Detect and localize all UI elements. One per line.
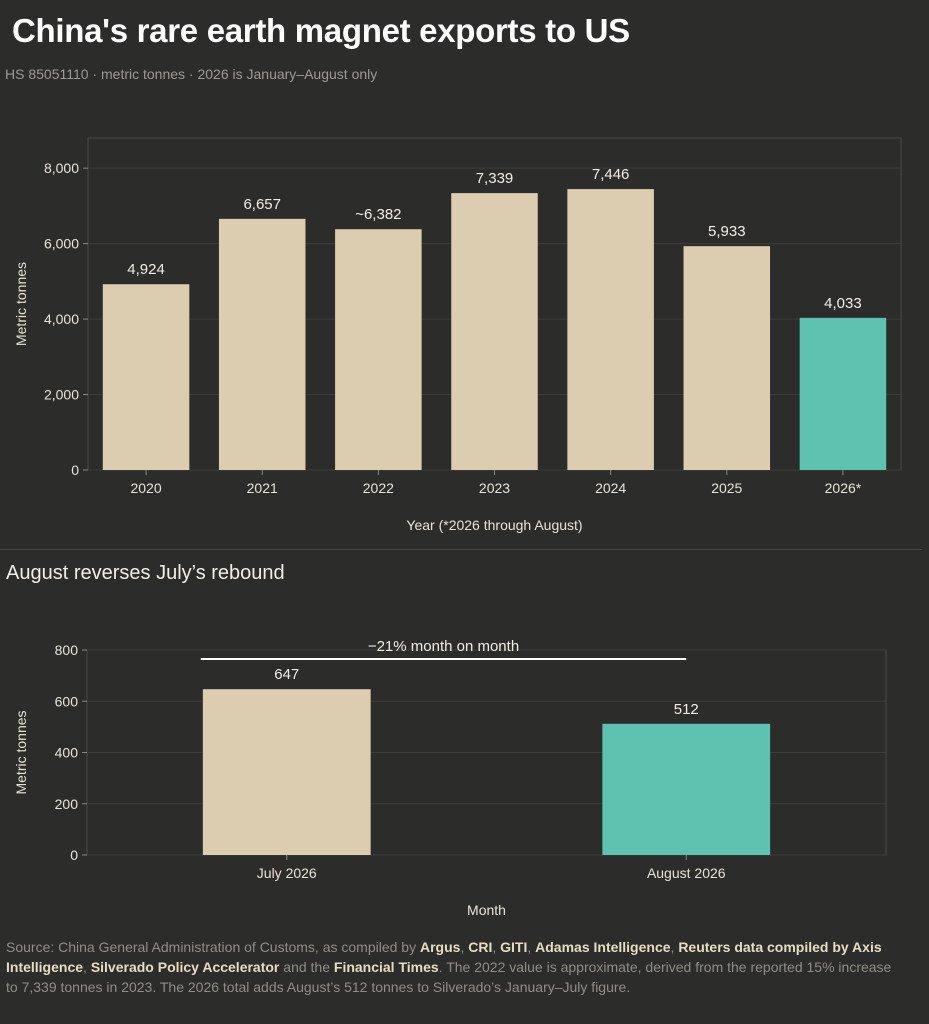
- source-ft: Financial Times: [333, 959, 439, 975]
- source-sep: ,: [527, 939, 536, 955]
- source-prefix: Source: China General Administration of …: [6, 939, 420, 955]
- source-silverado: Silverado Policy Accelerator: [90, 959, 280, 975]
- x-tick-label: 2023: [479, 480, 510, 496]
- x-axis-title: Month: [467, 902, 506, 918]
- monthly-section-title: August reverses July’s rebound: [6, 562, 285, 584]
- x-tick-label: 2026*: [825, 480, 862, 496]
- x-tick-label: 2024: [595, 480, 626, 496]
- bar-2026-: [799, 317, 887, 470]
- data-label: 512: [674, 701, 699, 718]
- data-label: 6,657: [243, 196, 281, 213]
- section-divider: [0, 549, 922, 550]
- x-tick-label: 2021: [247, 480, 278, 496]
- y-tick-label: 8,000: [44, 160, 79, 176]
- data-label: 7,446: [592, 166, 630, 183]
- y-tick-label: 800: [55, 642, 79, 658]
- data-label: 647: [274, 666, 299, 683]
- source-adamas: Adamas Intelligence: [535, 939, 671, 955]
- source-sep: ,: [670, 939, 679, 955]
- y-tick-label: 2,000: [44, 387, 79, 403]
- y-axis-title: Metric tonnes: [13, 710, 29, 794]
- data-label: 7,339: [476, 170, 514, 187]
- bar-2025: [683, 246, 771, 470]
- y-axis-title: Metric tonnes: [13, 262, 29, 346]
- y-tick-label: 0: [70, 847, 78, 863]
- bar-august-2026: [602, 723, 771, 855]
- page-title: China's rare earth magnet exports to US: [12, 12, 630, 49]
- source-sep: ,: [83, 959, 91, 975]
- bar-2021: [218, 218, 306, 470]
- annual-exports-chart: 0 2,000 4,000 6,000 8,000 4,924 2020 6,657 2021 ~…: [13, 137, 902, 533]
- y-tick-label: 4,000: [44, 311, 79, 327]
- x-tick-label: July 2026: [257, 865, 317, 881]
- source-argus: Argus: [419, 939, 461, 955]
- y-tick-label: 0: [71, 462, 79, 478]
- page-subtitle: HS 85051110 · metric tonnes · 2026 is Ja…: [5, 66, 378, 82]
- data-label: 4,924: [127, 261, 165, 278]
- data-label: 4,033: [824, 295, 862, 312]
- source-giti: GITI: [500, 939, 528, 955]
- x-tick-label: August 2026: [647, 865, 726, 881]
- data-label: ~6,382: [355, 206, 401, 223]
- y-tick-label: 200: [55, 796, 79, 812]
- y-tick-label: 600: [55, 693, 79, 709]
- y-tick-label: 6,000: [44, 236, 79, 252]
- bar-2023: [451, 193, 538, 470]
- source-sep: ,: [492, 939, 501, 955]
- x-tick-label: 2022: [363, 480, 394, 496]
- source-suffix: . The 2022 value is approximate, derived…: [6, 959, 892, 995]
- source-cri: CRI: [468, 939, 493, 955]
- source-reuters-axis: Reuters data compiled by Axis Intelligen…: [6, 939, 882, 975]
- annotation-text: −21% month on month: [368, 638, 519, 655]
- bar-2020: [102, 284, 190, 470]
- y-tick-label: 400: [55, 745, 79, 761]
- source-and: and the: [279, 959, 334, 975]
- bar-july-2026: [202, 689, 371, 855]
- monthly-exports-chart: 0 200 400 600 800 647 July 2026 512 August 2026 M…: [13, 638, 887, 918]
- source-note: Source: China General Administration of …: [6, 937, 906, 997]
- data-label: 5,933: [708, 223, 746, 240]
- x-axis-title: Year (*2026 through August): [406, 517, 582, 533]
- bar-2024: [567, 189, 654, 470]
- x-tick-label: 2020: [130, 480, 161, 496]
- bar-2022: [335, 229, 422, 470]
- source-sep: ,: [460, 939, 469, 955]
- x-tick-label: 2025: [711, 480, 742, 496]
